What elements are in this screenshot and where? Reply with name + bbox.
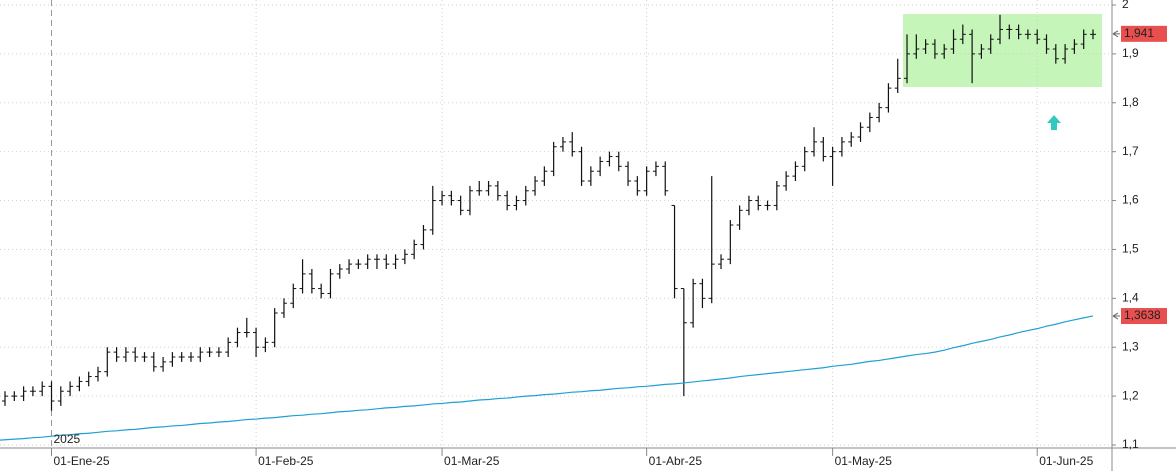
- price-tag-label: 1,941: [1124, 26, 1154, 40]
- y-tick-label: 1,6: [1122, 193, 1139, 207]
- y-tick-label: 1,1: [1122, 437, 1139, 451]
- price-tag: [1121, 25, 1167, 42]
- price-tag: [1121, 308, 1167, 325]
- y-tick-label: 1,8: [1122, 95, 1139, 109]
- y-tick-label: 1,7: [1122, 144, 1139, 158]
- x-tick-label: 01-Mar-25: [444, 454, 500, 468]
- price-tag-label: 1,3638: [1124, 308, 1161, 322]
- moving-average: [0, 315, 1094, 441]
- x-tick-label: 01-May-25: [835, 454, 893, 468]
- price-pointer: [1112, 312, 1120, 320]
- highlight-zone: [903, 14, 1102, 87]
- up-arrow: [1047, 115, 1061, 130]
- y-tick-label: 1,4: [1122, 291, 1139, 305]
- y-tick-label: 1,5: [1122, 242, 1139, 256]
- x-tick-label: 01-Jun-25: [1039, 454, 1093, 468]
- y-tick-label: 1,3: [1122, 339, 1139, 353]
- y-tick-label: 1,9: [1122, 46, 1139, 60]
- year-label: 2025: [53, 432, 80, 446]
- y-tick-label: 2: [1122, 0, 1129, 11]
- plot: [0, 0, 1112, 448]
- x-tick-label: 01-Feb-25: [258, 454, 314, 468]
- y-tick-label: 1,2: [1122, 388, 1139, 402]
- x-tick-label: 01-Abr-25: [649, 454, 703, 468]
- x-tick-label: 01-Ene-25: [53, 454, 109, 468]
- price-pointer: [1112, 30, 1120, 38]
